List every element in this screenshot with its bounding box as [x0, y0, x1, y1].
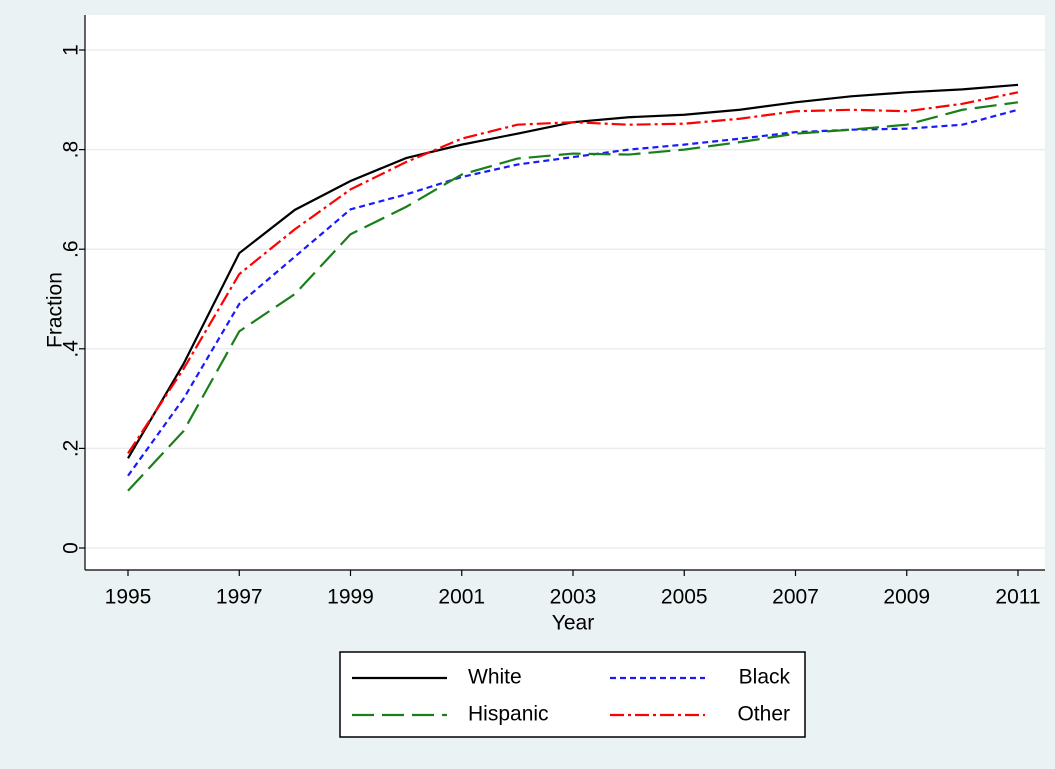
y-tick-label: .8 — [60, 141, 83, 159]
y-tick-label: .6 — [60, 240, 83, 258]
y-tick-label: 0 — [60, 542, 83, 554]
x-tick-label: 2009 — [883, 586, 930, 609]
y-tick-label: .4 — [60, 340, 83, 358]
x-axis-title: Year — [552, 612, 594, 635]
legend-label: White — [468, 666, 522, 689]
y-axis-title: Fraction — [44, 272, 67, 348]
series-line — [127, 101, 1019, 492]
series-line — [127, 108, 1019, 477]
x-tick-label: 2003 — [550, 586, 597, 609]
x-tick-label: 1997 — [216, 586, 263, 609]
x-tick-label: 2001 — [438, 586, 485, 609]
series-line — [127, 91, 1019, 454]
x-tick-label: 2007 — [772, 586, 819, 609]
x-tick-label: 2005 — [661, 586, 708, 609]
y-tick-label: .2 — [60, 440, 83, 458]
legend-label: Other — [737, 703, 790, 726]
y-tick-label: 1 — [60, 44, 83, 56]
x-tick-label: 1995 — [105, 586, 152, 609]
legend-label: Black — [739, 666, 791, 689]
plot-area — [85, 15, 1045, 570]
x-tick-label: 2011 — [995, 586, 1040, 609]
legend-label: Hispanic — [468, 703, 549, 726]
legend-box — [339, 651, 806, 738]
x-tick-label: 1999 — [327, 586, 374, 609]
